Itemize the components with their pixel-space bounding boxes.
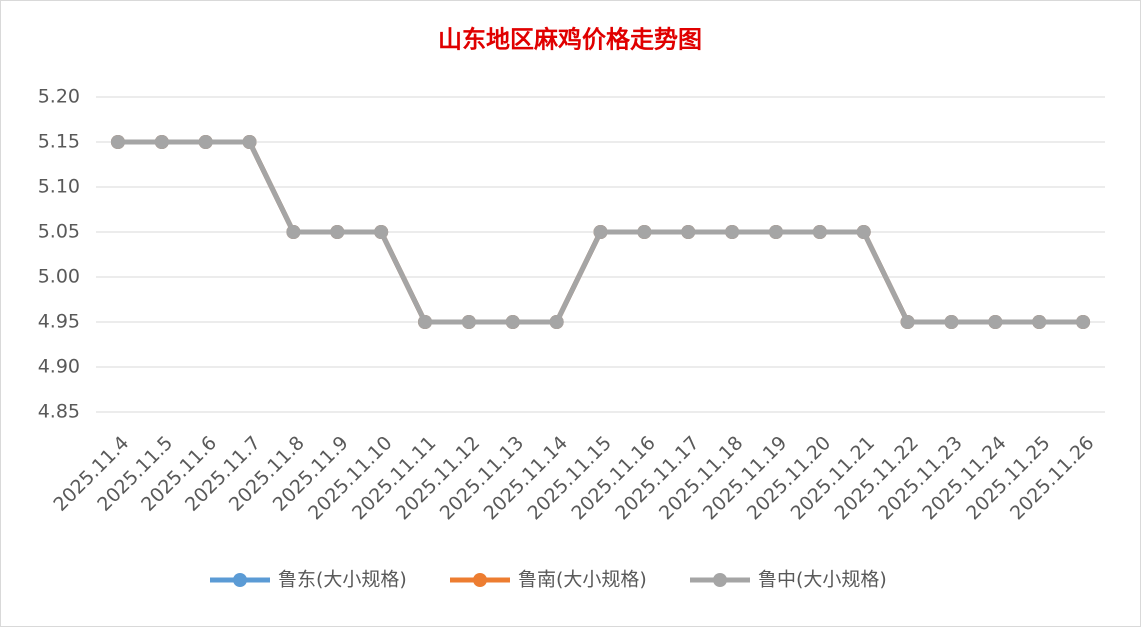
chart-title: 山东地区麻鸡价格走势图 bbox=[438, 25, 702, 54]
legend-label: 鲁东(大小规格) bbox=[278, 569, 407, 591]
legend-marker bbox=[233, 573, 247, 587]
point bbox=[286, 225, 301, 239]
point bbox=[330, 225, 345, 239]
legend-marker bbox=[473, 573, 487, 587]
legend-marker bbox=[713, 573, 727, 587]
y-tick-label: 4.85 bbox=[38, 401, 80, 423]
point bbox=[593, 225, 608, 239]
point bbox=[856, 225, 871, 239]
point bbox=[374, 225, 389, 239]
legend-label: 鲁中(大小规格) bbox=[758, 569, 887, 591]
y-tick-label: 5.05 bbox=[38, 221, 80, 243]
legend-label: 鲁南(大小规格) bbox=[518, 569, 647, 591]
point bbox=[154, 135, 169, 149]
y-tick-label: 4.95 bbox=[38, 311, 80, 333]
point bbox=[812, 225, 827, 239]
point bbox=[988, 315, 1003, 329]
point bbox=[505, 315, 520, 329]
point bbox=[768, 225, 783, 239]
y-tick-label: 5.20 bbox=[38, 86, 80, 108]
point bbox=[944, 315, 959, 329]
point bbox=[900, 315, 915, 329]
point bbox=[461, 315, 476, 329]
point bbox=[681, 225, 696, 239]
point bbox=[418, 315, 433, 329]
point bbox=[725, 225, 740, 239]
point bbox=[110, 135, 125, 149]
point bbox=[1032, 315, 1047, 329]
point bbox=[198, 135, 213, 149]
y-tick-label: 5.10 bbox=[38, 176, 80, 198]
point bbox=[637, 225, 652, 239]
y-tick-label: 5.15 bbox=[38, 131, 80, 153]
point bbox=[1076, 315, 1091, 329]
y-tick-label: 4.90 bbox=[38, 356, 80, 378]
y-tick-label: 5.00 bbox=[38, 266, 80, 288]
point bbox=[242, 135, 257, 149]
point bbox=[549, 315, 564, 329]
